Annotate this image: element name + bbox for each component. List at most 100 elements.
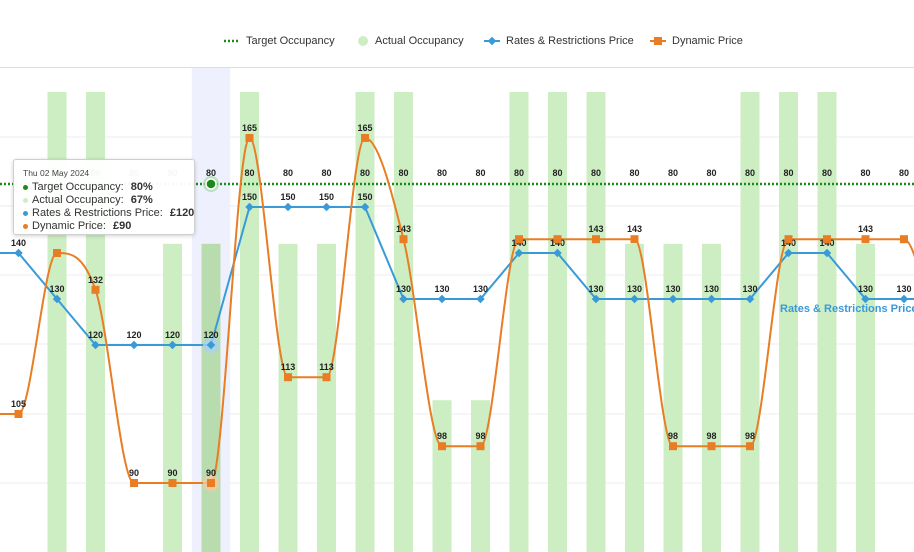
rates-point[interactable] [707,294,716,304]
target-data-label: 80 [360,168,370,178]
dynamic-data-label: 113 [281,362,296,372]
dynamic-data-label: 113 [319,362,334,372]
tooltip-rates-value: £120 [169,207,195,219]
dynamic-point[interactable] [900,235,908,244]
dynamic-point[interactable] [399,235,408,244]
rates-point[interactable] [322,202,331,212]
dynamic-point[interactable] [630,235,639,244]
dynamic-point[interactable] [515,235,523,244]
dynamic-point[interactable] [553,235,562,244]
dynamic-point[interactable] [476,442,485,451]
dynamic-point[interactable] [130,479,138,487]
target-data-label: 80 [822,168,832,178]
occupancy-bar[interactable] [663,243,683,552]
target-data-label: 80 [514,168,524,178]
tooltip-actual-value: 67% [130,194,153,206]
rates-point[interactable] [283,202,293,212]
occupancy-bar[interactable] [586,92,606,552]
occupancy-bar[interactable] [278,243,298,552]
tooltip-dynamic-value: £90 [112,220,132,232]
rates-point[interactable] [129,340,139,350]
dynamic-data-label: 143 [588,224,603,234]
dynamic-point[interactable] [823,235,831,244]
hover-tooltip: Thu 02 May 2024 Target Occupancy: 80% Ac… [13,159,195,235]
target-data-label: 80 [321,168,331,178]
rates-price-line [0,206,914,346]
occupancy-bar[interactable] [432,400,452,552]
tooltip-actual-dot-icon [23,197,28,203]
dynamic-point[interactable] [438,442,446,451]
rates-point[interactable] [206,340,216,350]
occupancy-bar[interactable] [163,243,182,552]
dynamic-point[interactable] [746,442,754,451]
rates-data-label: 130 [588,284,603,294]
legend-item-target[interactable]: Target Occupancy [224,35,335,47]
occupancy-bar[interactable] [817,92,837,552]
dynamic-point[interactable] [284,373,292,382]
rates-point[interactable] [476,294,485,304]
target-data-label: 80 [783,168,793,178]
tooltip-dynamic-label: Dynamic Price: [32,220,106,232]
dynamic-point[interactable] [707,442,716,451]
rates-point[interactable] [437,294,447,304]
dynamic-data-label: 98 [706,431,716,441]
dynamic-point[interactable] [669,442,677,451]
dynamic-point[interactable] [207,479,215,487]
rates-point[interactable] [91,340,100,350]
target-data-label: 80 [398,168,408,178]
rates-point[interactable] [861,294,870,304]
dynamic-point[interactable] [53,249,61,257]
occupancy-bar[interactable] [317,243,336,552]
dynamic-point[interactable] [168,479,177,487]
dynamic-point[interactable] [784,235,793,244]
dynamic-data-label: 132 [88,275,103,285]
occupancy-bar[interactable] [394,92,413,552]
rates-point[interactable] [745,294,755,304]
rates-point[interactable] [399,294,408,304]
dynamic-point[interactable] [361,134,369,142]
dynamic-data-label: 143 [627,224,642,234]
rates-point[interactable] [52,294,62,304]
rates-data-label: 150 [319,192,334,202]
target-data-label: 80 [437,168,447,178]
rates-point[interactable] [360,202,370,212]
rates-point[interactable] [591,294,601,304]
target-data-label: 80 [629,168,639,178]
rates-data-label: 140 [11,238,26,248]
dynamic-point[interactable] [322,373,331,382]
legend-item-actual[interactable]: Actual Occupancy [357,35,464,47]
occupancy-bar[interactable] [702,243,721,552]
dynamic-data-label: 105 [11,399,26,409]
rates-point[interactable] [899,294,909,304]
legend-item-rates[interactable]: Rates & Restrictions Price [484,35,634,47]
rates-point[interactable] [168,340,177,350]
tooltip-dynamic-dot-icon [23,223,28,229]
rates-point[interactable] [668,294,678,304]
occupancy-bar[interactable] [779,92,798,552]
dynamic-point[interactable] [14,410,23,418]
dynamic-point[interactable] [245,134,254,142]
dynamic-data-label: 165 [357,123,372,133]
occupancy-bar[interactable] [548,92,567,552]
rates-point[interactable] [630,294,639,304]
occupancy-bar[interactable] [509,92,529,552]
occupancy-bar[interactable] [856,243,875,552]
rates-point[interactable] [245,202,254,212]
occupancy-bar[interactable] [740,92,760,552]
rates-data-label: 150 [242,192,257,202]
occupancy-bar[interactable] [201,243,221,552]
dynamic-point[interactable] [861,235,870,244]
legend: Target Occupancy Actual Occupancy Rates … [0,35,914,51]
dynamic-point[interactable] [592,235,600,244]
legend-item-dynamic[interactable]: Dynamic Price [650,35,743,47]
target-hover-marker[interactable] [205,178,217,190]
tooltip-target-dot-icon [23,184,28,190]
dynamic-point[interactable] [91,285,100,294]
occupancy-bar[interactable] [625,243,644,552]
dynamic-data-label: 90 [206,468,216,478]
dynamic-data-label: 143 [396,224,411,234]
dynamic-data-label: 98 [437,431,447,441]
occupancy-bar[interactable] [471,400,490,552]
